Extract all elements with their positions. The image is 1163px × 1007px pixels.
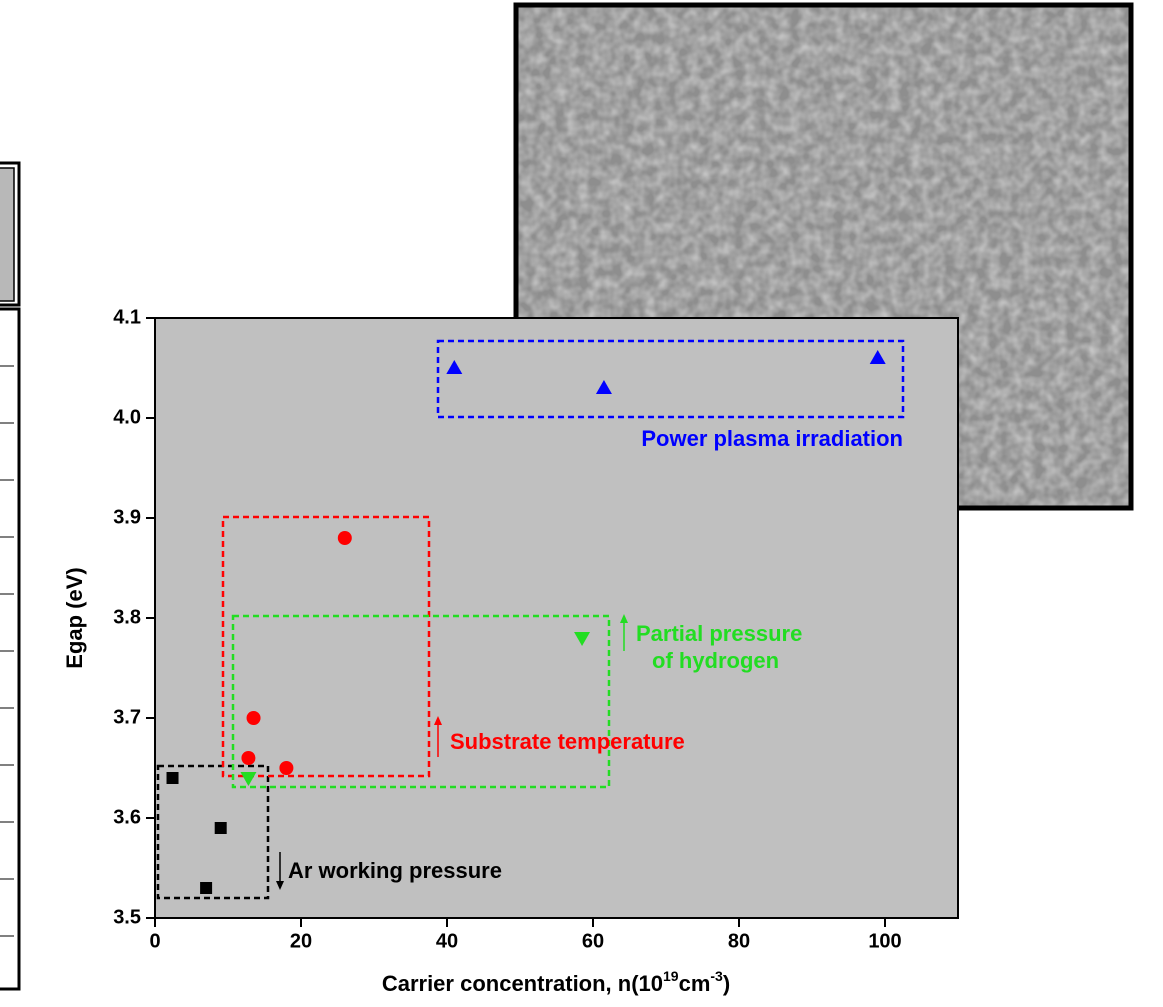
point <box>446 360 463 374</box>
side-table <box>0 161 21 991</box>
region-box <box>231 614 611 789</box>
arrow-head <box>620 614 628 623</box>
y-tick-label: 3.5 <box>113 906 141 928</box>
point <box>279 761 294 775</box>
y-tick-label: 4.0 <box>113 406 141 428</box>
series-label: Power plasma irradiation <box>641 426 903 451</box>
x-axis-label-sup: 19 <box>663 968 679 984</box>
x-tick-label: 60 <box>582 930 604 952</box>
point <box>166 772 179 784</box>
point <box>595 380 612 394</box>
plot: 0 20 40 60 80 100 3.5 3.6 3.7 3.8 3.9 4.0 4.1 Carrier… <box>62 306 959 996</box>
x-axis-label: Carrier concentration, n(1019cm-3) <box>382 968 730 996</box>
series-label: Ar working pressure <box>288 858 502 883</box>
series-label: Partial pressure of hydrogen <box>636 621 802 673</box>
x-tick-label: 0 <box>149 930 160 952</box>
y-tick-label: 3.6 <box>113 806 141 828</box>
x-axis-label-sup: -3 <box>710 968 723 984</box>
series-label-line: of hydrogen <box>652 648 779 673</box>
arrow-head <box>434 716 442 725</box>
x-tick-label: 80 <box>728 930 750 952</box>
point <box>200 882 213 894</box>
x-tick-label: 100 <box>868 930 901 952</box>
x-axis-label-part: Carrier concentration, n(10 <box>382 971 663 996</box>
x-tick-label: 20 <box>290 930 312 952</box>
region-box <box>221 515 431 778</box>
point <box>240 772 257 786</box>
y-axis-label: Egap (eV) <box>62 567 87 668</box>
point <box>337 531 352 545</box>
point <box>574 632 591 646</box>
point <box>246 711 261 725</box>
x-axis-label-part: cm <box>679 971 711 996</box>
region-box <box>436 339 905 419</box>
y-tick-label: 3.9 <box>113 506 141 528</box>
region-box <box>156 764 270 900</box>
series-label-line: Partial pressure <box>636 621 802 646</box>
point <box>214 822 227 834</box>
x-tick-label: 40 <box>436 930 458 952</box>
point <box>241 751 256 765</box>
arrow-head <box>276 881 284 890</box>
point <box>869 350 886 364</box>
x-axis-label-part: ) <box>723 971 730 996</box>
y-tick-label: 3.8 <box>113 606 141 628</box>
y-tick-label: 4.1 <box>113 306 141 328</box>
plot-area <box>154 317 959 919</box>
y-tick-label: 3.7 <box>113 706 141 728</box>
series-label: Substrate temperature <box>450 729 685 754</box>
